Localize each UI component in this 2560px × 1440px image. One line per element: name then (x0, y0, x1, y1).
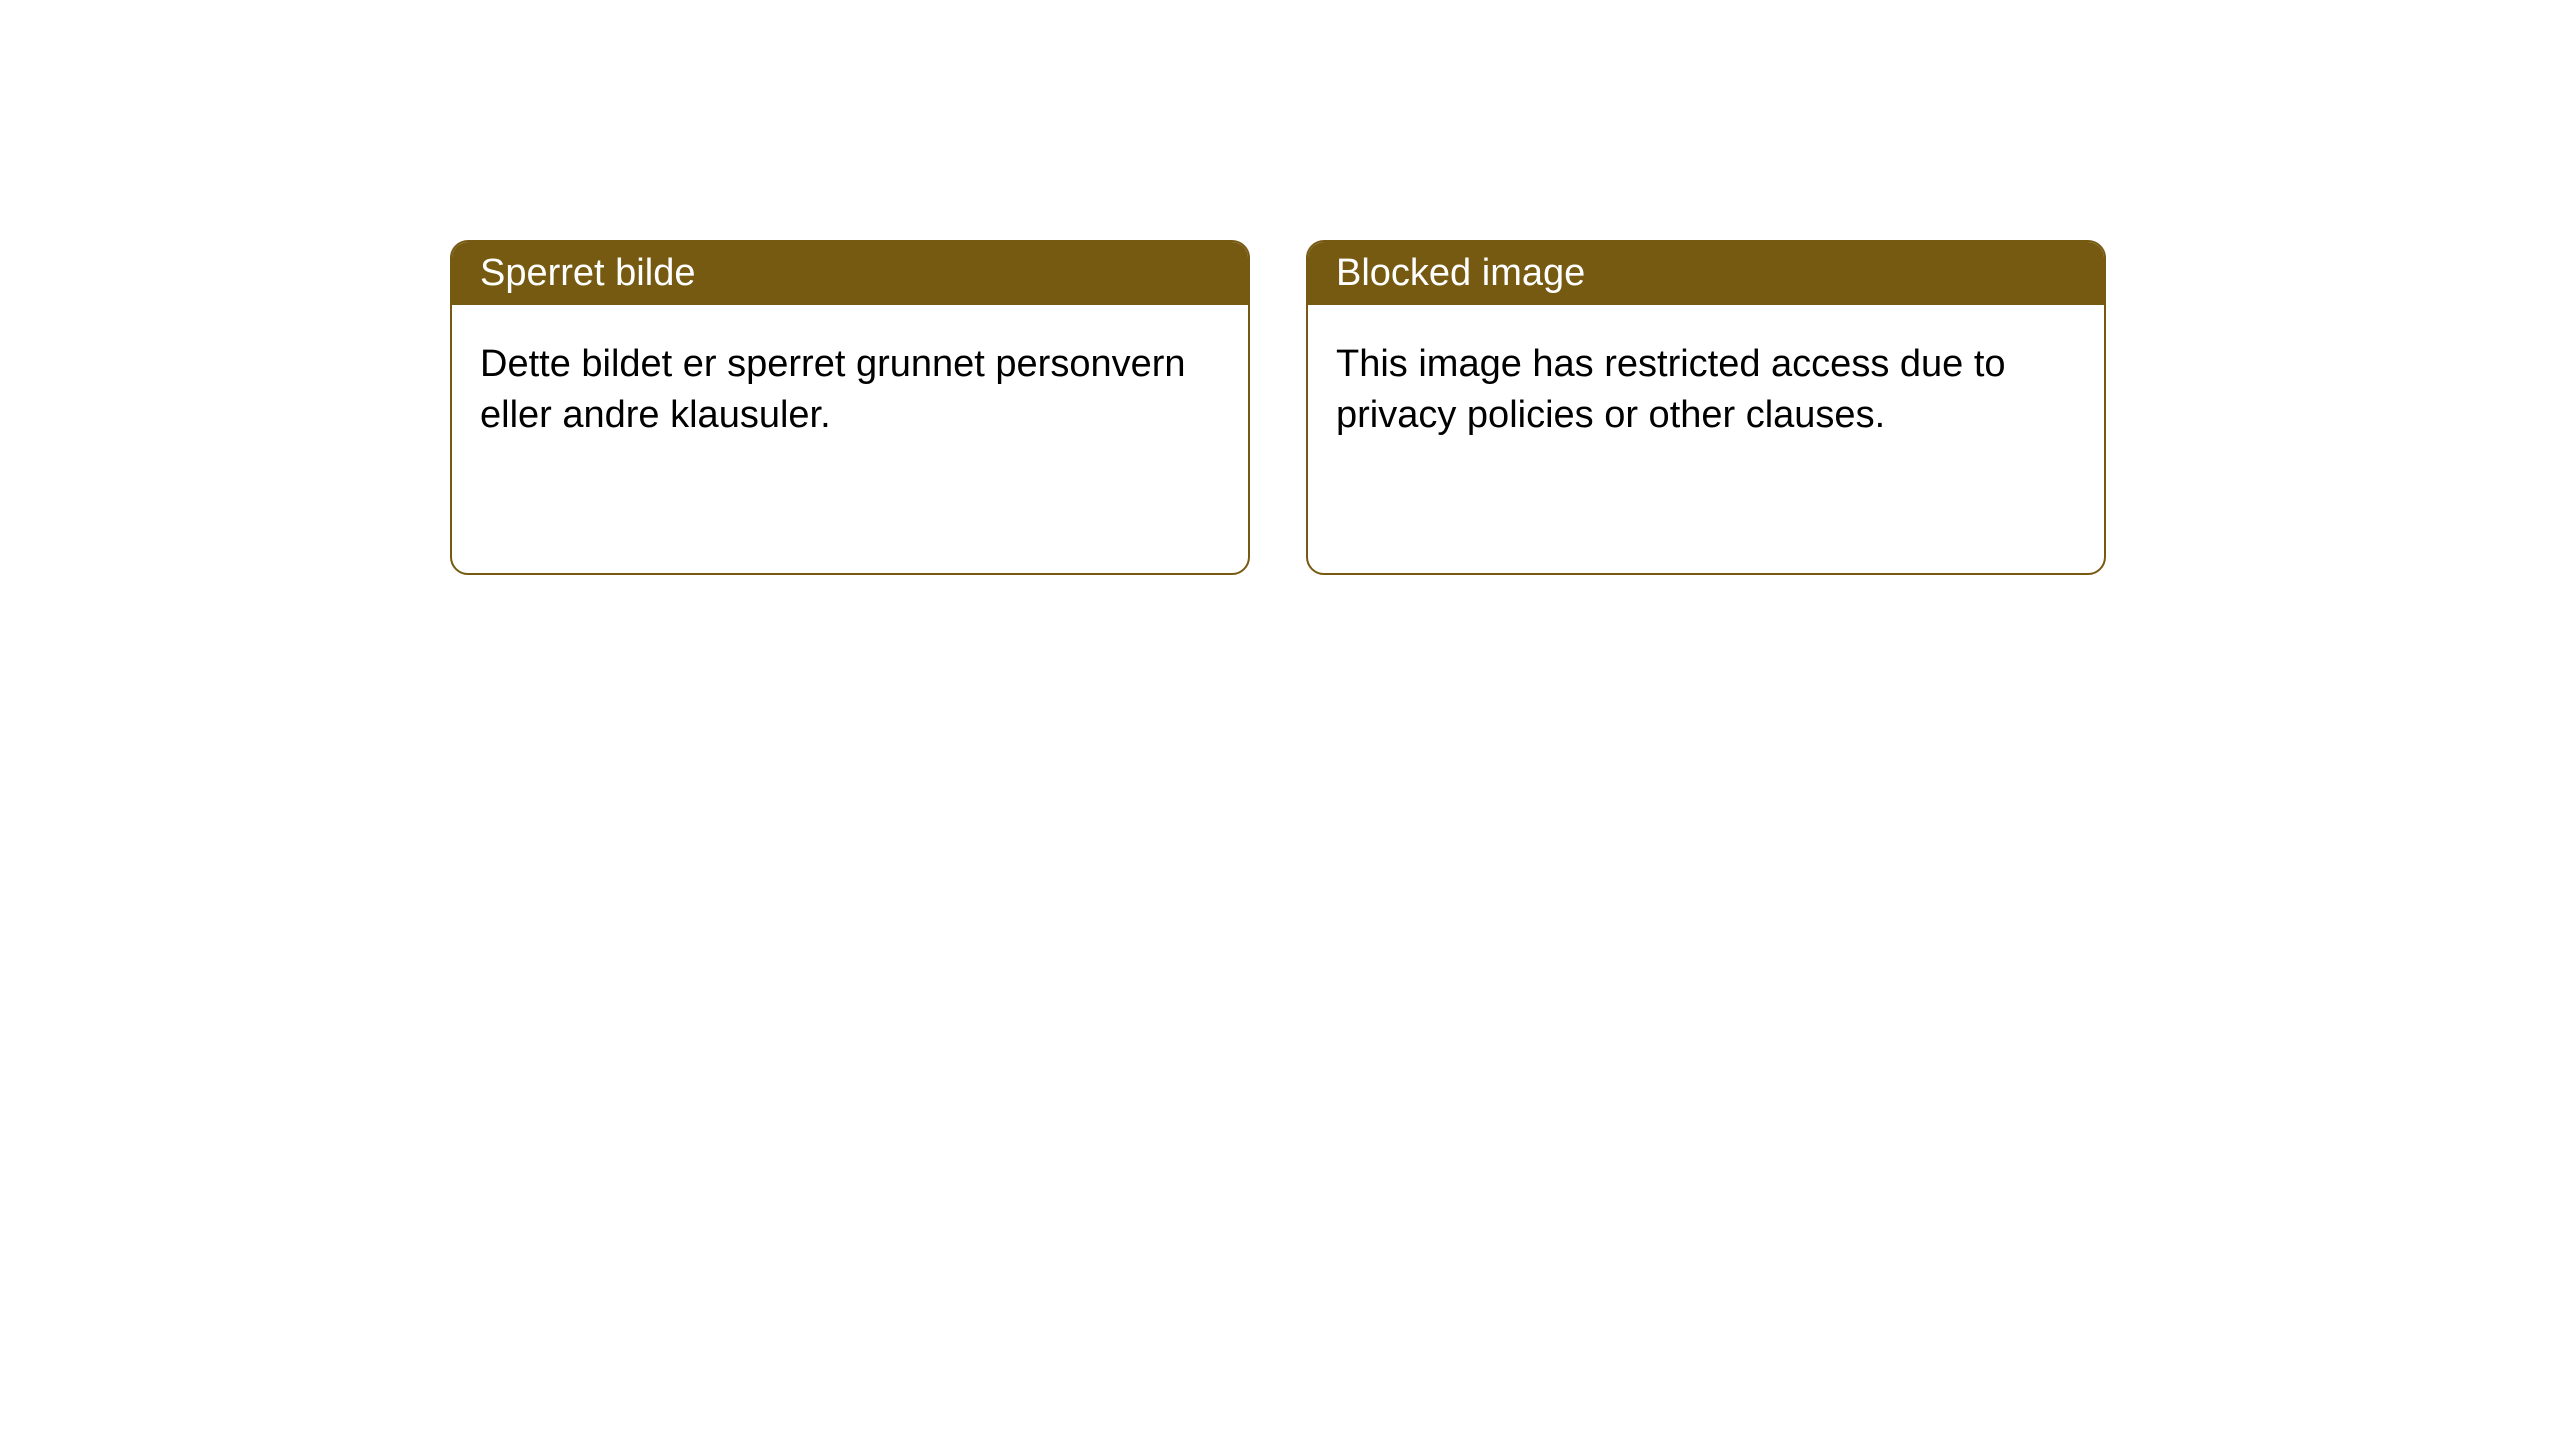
notice-title-norwegian: Sperret bilde (480, 252, 695, 294)
notice-text-english: This image has restricted access due to … (1336, 343, 2006, 436)
notice-body-norwegian: Dette bildet er sperret grunnet personve… (452, 305, 1248, 476)
notice-body-english: This image has restricted access due to … (1308, 305, 2104, 476)
notice-title-english: Blocked image (1336, 252, 1585, 294)
notice-card-english: Blocked image This image has restricted … (1306, 240, 2106, 575)
notice-text-norwegian: Dette bildet er sperret grunnet personve… (480, 343, 1186, 436)
notice-header-norwegian: Sperret bilde (452, 242, 1248, 305)
notice-card-norwegian: Sperret bilde Dette bildet er sperret gr… (450, 240, 1250, 575)
notice-container: Sperret bilde Dette bildet er sperret gr… (0, 0, 2560, 575)
notice-header-english: Blocked image (1308, 242, 2104, 305)
